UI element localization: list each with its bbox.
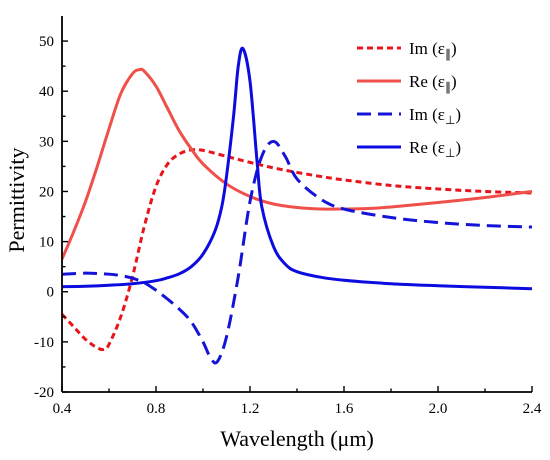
axes: 0.4 0.8 1.2 1.6 2.0 2.4 -20 -10 0 10 20 30 40 50 [34,16,542,417]
x-tick-label: 2.4 [523,401,542,417]
legend-label-3: Re (ε⊥) [409,138,461,160]
y-axis-title: Permittivity [4,147,29,252]
series-line-1 [62,67,532,260]
y-tick-label: 10 [39,235,54,251]
x-tick-label: 0.8 [147,401,166,417]
y-tick-label: 20 [39,184,54,200]
y-tick-label: -20 [34,385,54,401]
y-tick-label: 40 [39,84,54,100]
series-line-3 [62,46,532,291]
y-tick-label: 50 [39,34,54,50]
y-tick-label: 0 [47,285,55,301]
legend-label-2: Im (ε⊥) [409,105,461,127]
y-tick-label: 30 [39,134,54,150]
x-tick-label: 2.0 [429,401,448,417]
legend-label-0: Im (ε∥) [409,39,457,61]
plot-area [62,46,532,365]
x-tick-label: 1.2 [241,401,260,417]
legend: Im (ε∥) Re (ε∥) Im (ε⊥) Re (ε⊥) [357,39,461,160]
x-tick-label: 0.4 [53,401,72,417]
series-line-0 [62,147,532,352]
x-tick-label: 1.6 [335,401,354,417]
series-line-2 [62,139,532,365]
y-tick-label: -10 [34,335,54,351]
x-axis-title: Wavelength (μm) [220,426,374,451]
legend-label-1: Re (ε∥) [409,72,457,94]
